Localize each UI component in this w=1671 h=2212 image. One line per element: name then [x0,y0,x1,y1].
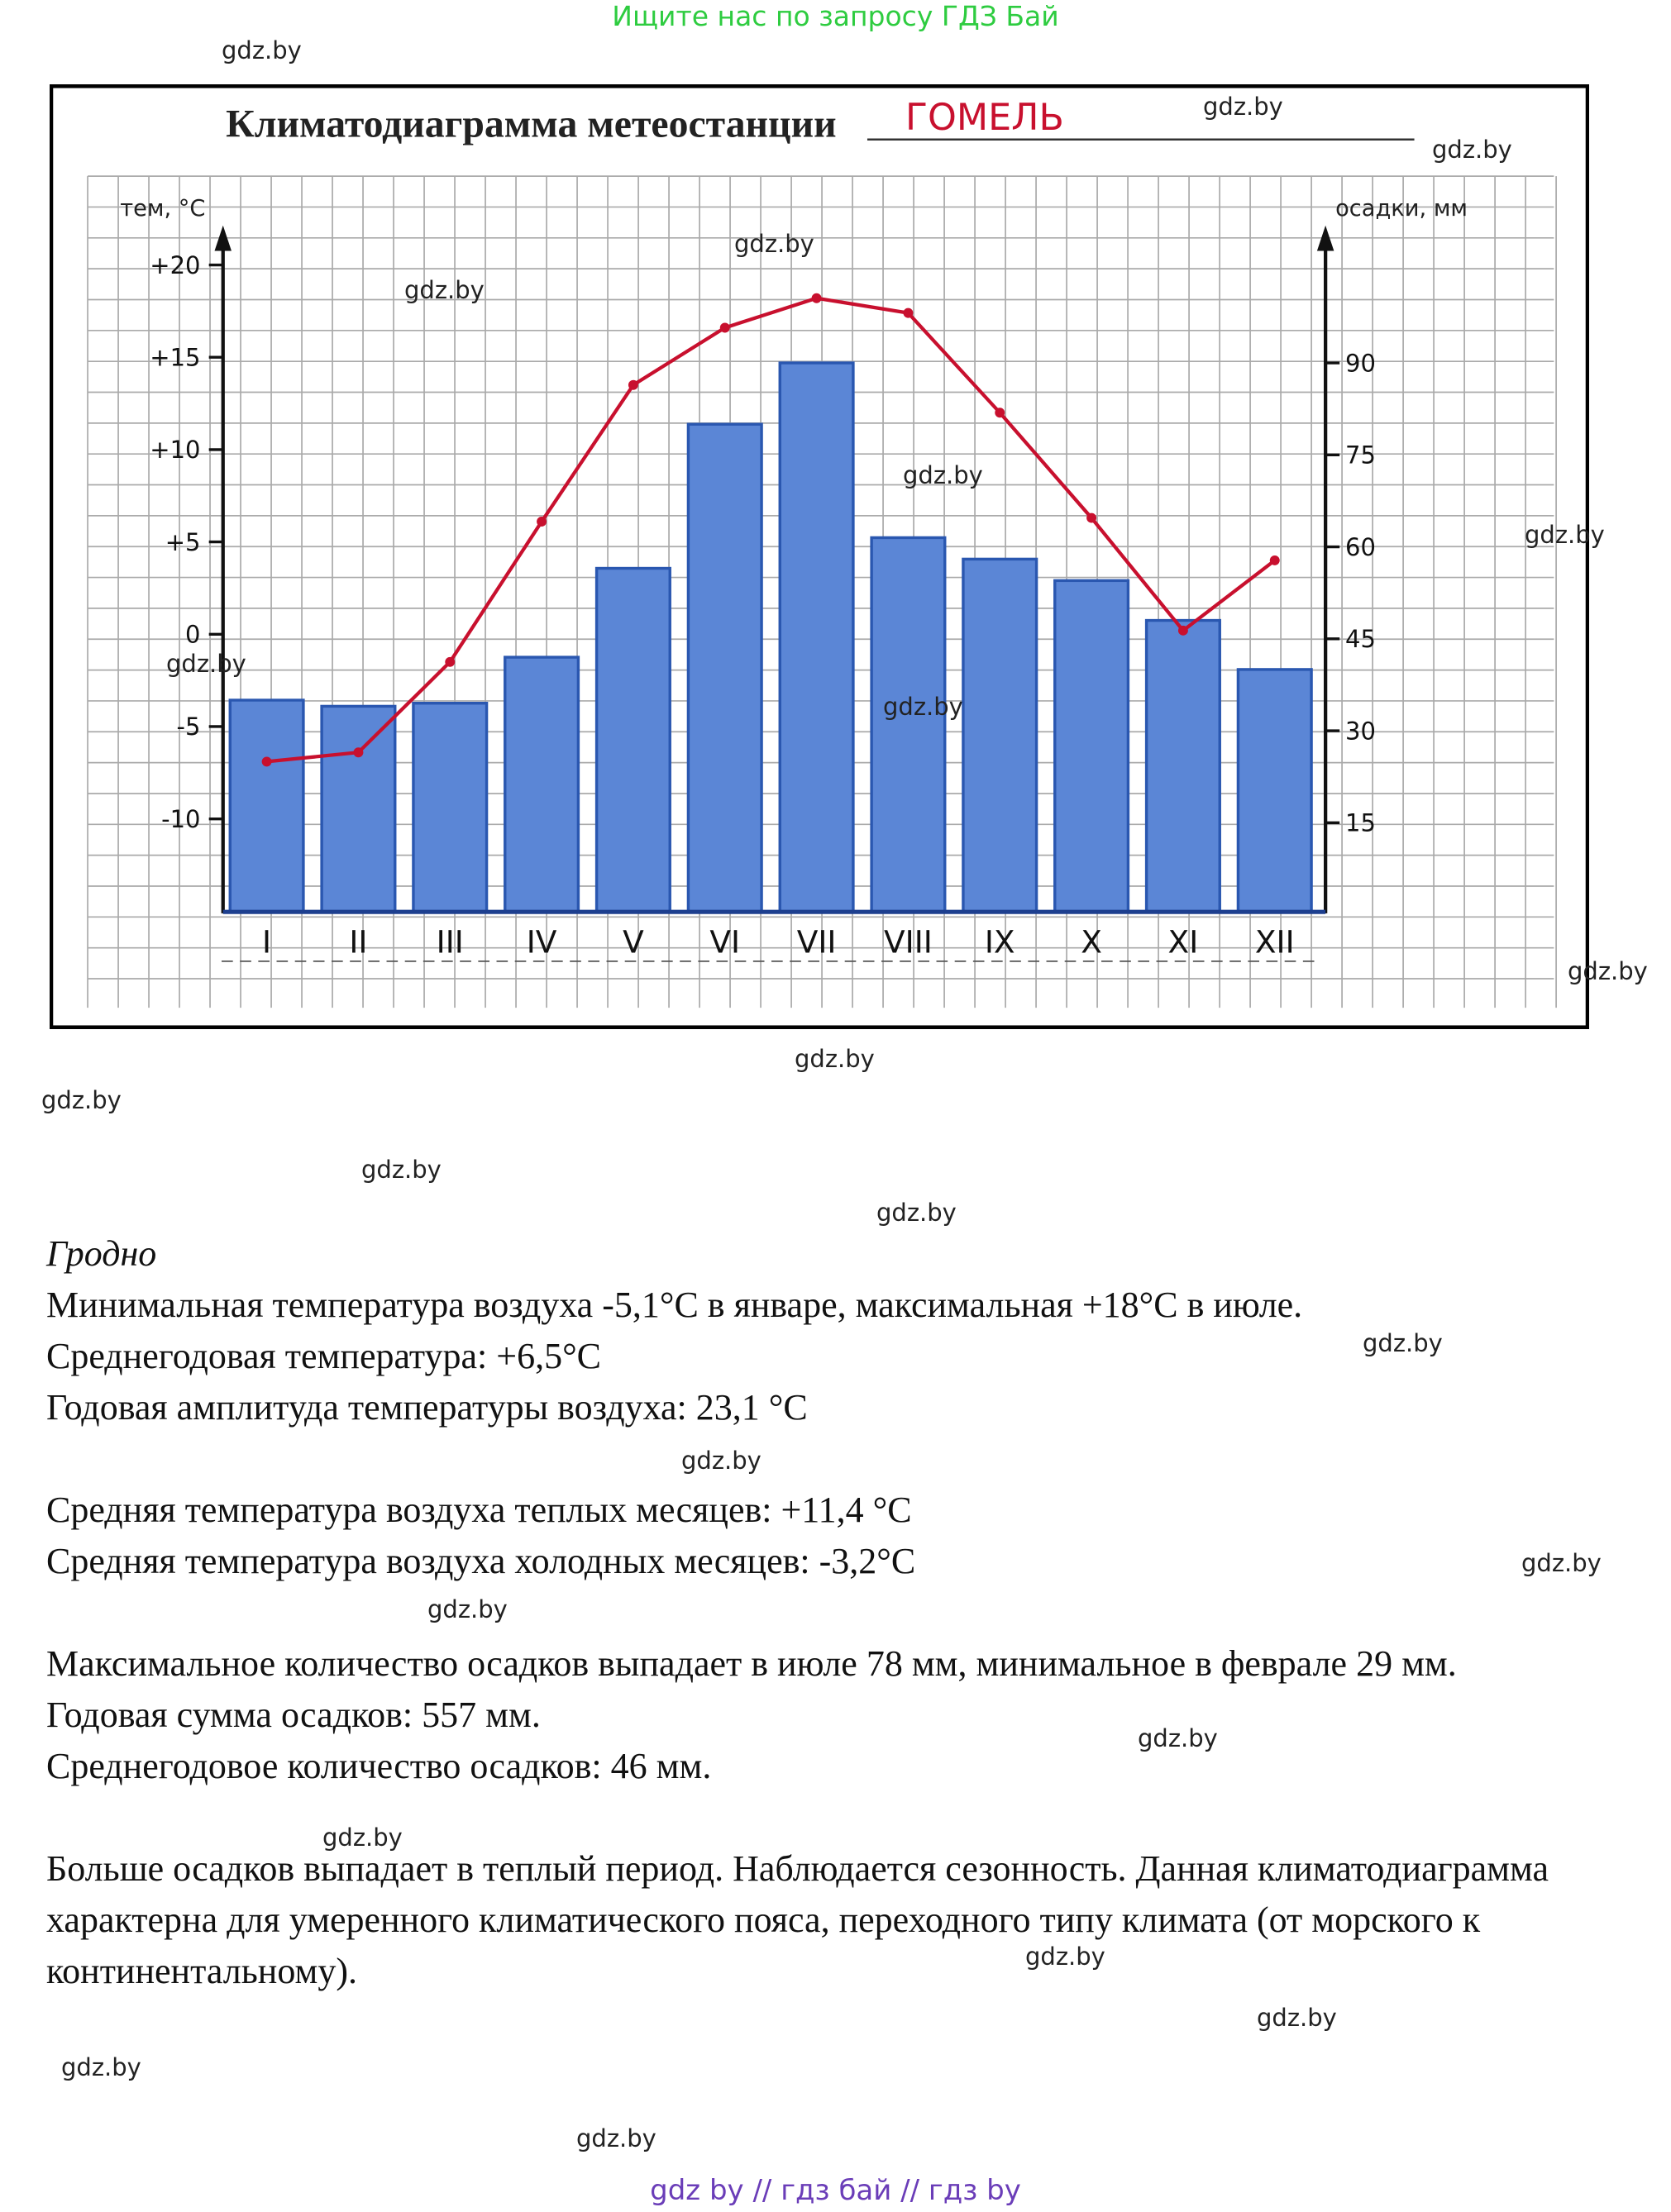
temperature-point-I [261,756,272,767]
watermark: gdz.by [1432,136,1512,164]
answer-text: Гродно Минимальная температура воздуха -… [46,1228,1659,1997]
climate-chart: Климатодиаграмма метеостанции ГОМЕЛЬ тем… [50,84,1589,1029]
left-tick-label: +20 [150,251,200,279]
left-tick-label: 0 [185,621,200,649]
watermark: gdz.by [1025,1943,1105,1971]
temperature-point-IX [995,408,1005,418]
conclusion-paragraph: Больше осадков выпадает в теплый период.… [46,1848,1549,1991]
temperature-point-III [445,656,456,667]
right-axis-label: осадки, мм [1335,196,1468,222]
watermark: gdz.by [903,461,983,489]
search-banner[interactable]: Ищите нас по запросу ГДЗ Бай [612,0,1059,32]
watermark: gdz.by [404,276,485,304]
text-line: Минимальная температура воздуха -5,1°С в… [46,1285,1303,1325]
precip-bar-VI [686,422,763,913]
precip-bar-III [412,702,489,913]
text-line: Годовая сумма осадков: 557 мм. [46,1695,541,1735]
chart-title: Климатодиаграмма метеостанции [226,102,836,145]
text-line: Среднегодовая температура: +6,5°С [46,1336,602,1376]
right-tick-label: 90 [1345,349,1376,377]
month-label-X: X [1081,924,1102,961]
temperature-point-IV [537,517,547,527]
watermark: gdz.by [681,1447,761,1475]
right-tick-label: 30 [1345,717,1376,745]
text-line: Максимальное количество осадков выпадает… [46,1643,1457,1684]
watermark: gdz.by [1521,1549,1602,1577]
city-heading: Гродно [46,1233,157,1274]
temperature-point-XII [1269,555,1280,565]
precip-bar-II [320,704,397,913]
watermark: gdz.by [734,230,814,258]
precip-bar-I [228,698,305,913]
precip-bar-IX [962,557,1038,913]
temperature-point-II [353,747,364,758]
left-tick-label: -10 [161,805,200,833]
temperature-point-XI [1177,625,1188,636]
left-tick-label: -5 [177,713,201,741]
climate-chart-svg: Климатодиаграмма метеостанции ГОМЕЛЬ тем… [50,84,1589,1029]
temperature-point-V [628,379,638,390]
right-tick-label: 45 [1345,625,1376,653]
watermark: gdz.by [427,1595,508,1623]
watermark: gdz.by [361,1156,442,1184]
text-line: Годовая амплитуда температуры воздуха: 2… [46,1387,808,1428]
watermark: gdz.by [1138,1724,1218,1752]
watermark: gdz.by [795,1045,875,1073]
watermark: gdz.by [876,1199,957,1227]
text-line: Средняя температура воздуха теплых месяц… [46,1490,912,1530]
month-label-VII: VII [797,924,837,961]
precip-bar-XII [1236,668,1313,913]
watermark: gdz.by [1525,521,1605,549]
left-axis-arrow-icon [214,225,232,251]
left-tick-label: +5 [165,528,201,556]
footer-links[interactable]: gdz by // гдз бай // гдз by [650,2174,1021,2207]
right-tick-label: 60 [1345,533,1376,561]
month-label-IX: IX [985,924,1015,961]
month-label-VI: VI [709,924,740,961]
temperature-point-VI [719,322,730,333]
precip-bar-IV [504,655,580,913]
watermark: gdz.by [166,650,246,678]
month-label-VIII: VIII [884,924,933,961]
watermark: gdz.by [1568,957,1648,985]
precip-bar-VIII [870,536,947,913]
right-tick-label: 75 [1345,441,1376,470]
month-label-IV: IV [527,924,557,961]
month-label-III: III [437,924,464,961]
precip-bar-X [1053,579,1130,913]
temperature-line [266,296,1277,764]
left-axis-label: тем, °C [120,196,205,222]
month-label-I: I [262,924,271,961]
watermark: gdz.by [322,1823,403,1852]
left-tick-label: +15 [150,343,200,371]
month-label-XI: XI [1168,924,1199,961]
temperature-point-VIII [903,307,914,318]
month-label-V: V [623,924,644,961]
precip-bar-XI [1144,618,1221,913]
month-label-XII: XII [1255,924,1295,961]
right-tick-label: 15 [1345,809,1376,837]
watermark: gdz.by [222,36,302,64]
watermark: gdz.by [1257,2004,1337,2032]
text-line: Средняя температура воздуха холодных мес… [46,1541,916,1581]
watermark: gdz.by [883,693,963,721]
month-label-II: II [349,924,367,961]
station-name: ГОМЕЛЬ [905,97,1064,139]
right-axis-arrow-icon [1316,225,1334,251]
left-tick-label: +10 [150,436,200,464]
text-line: Среднегодовое количество осадков: 46 мм. [46,1746,712,1786]
watermark: gdz.by [41,1086,122,1114]
precip-bar-VII [778,361,855,913]
watermark: gdz.by [1363,1329,1443,1357]
temperature-point-X [1086,512,1097,523]
watermark: gdz.by [61,2053,141,2081]
watermark: gdz.by [1203,93,1283,121]
temperature-point-VII [811,293,822,303]
precip-bar-V [594,566,671,913]
watermark: gdz.by [576,2124,656,2152]
